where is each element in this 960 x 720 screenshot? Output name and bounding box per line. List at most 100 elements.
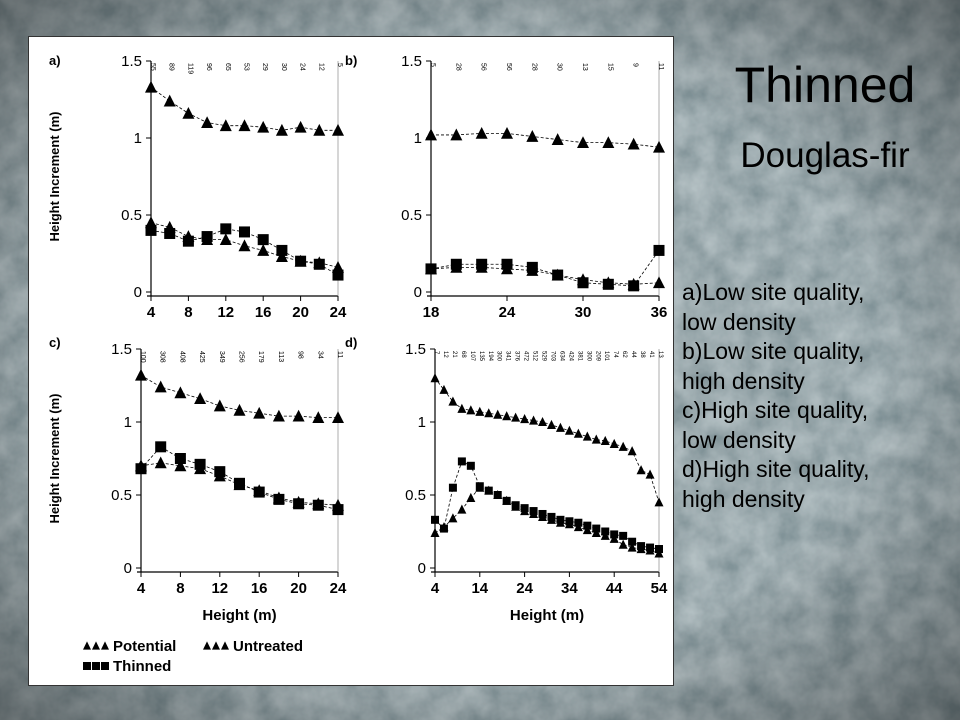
thinned-point [501, 258, 513, 270]
chart-panel: d)00.511.54 14 24 34 44 547 12 21 68 107 135 194 300… [345, 335, 668, 624]
sample-count-label: 12 [317, 63, 324, 71]
thinned-point [637, 542, 646, 551]
potential-point [313, 123, 326, 136]
sample-count-label: 29 [261, 63, 268, 71]
legend-triangle-icon [83, 641, 91, 650]
potential-point [546, 419, 556, 429]
potential-point [233, 403, 246, 416]
thinned-point [602, 278, 614, 290]
sample-count-label: 408 [178, 351, 185, 363]
panel-label: a) [49, 53, 61, 68]
sample-count-label: 34 [316, 351, 323, 359]
thinned-point [577, 277, 589, 289]
potential-point [484, 408, 494, 418]
x-tick-label: 14 [471, 580, 488, 597]
sample-count-label: 634 [558, 351, 564, 362]
legend-triangle-icon [101, 641, 109, 650]
potential-point [253, 406, 266, 419]
y-tick-label: 1 [134, 130, 142, 147]
series-line [431, 132, 660, 148]
thinned-point [273, 493, 285, 505]
y-tick-label: 1.5 [405, 341, 426, 358]
thinned-point [574, 518, 583, 527]
untreated-point [174, 459, 187, 472]
sample-count-label: 308 [159, 351, 166, 363]
thinned-point [182, 235, 194, 247]
sample-count-label: 135 [478, 351, 484, 362]
chart-legend: Potential Untreated Thinned [83, 638, 303, 675]
panel-label: d) [345, 335, 357, 350]
y-tick-label: 0.5 [111, 487, 132, 504]
potential-point [582, 431, 592, 441]
untreated-point [154, 456, 167, 469]
thinned-point [201, 231, 213, 243]
y-tick-label: 0.5 [121, 207, 142, 224]
sample-count-label: 381 [576, 351, 582, 362]
potential-point [135, 368, 147, 381]
sample-count-label: 62 [621, 351, 627, 358]
potential-point [520, 414, 530, 424]
thinned-point [214, 466, 226, 478]
thinned-point [431, 515, 439, 524]
potential-point [332, 123, 344, 136]
thinned-point [484, 486, 493, 495]
sample-count-label: 56 [505, 63, 512, 71]
x-tick-label: 8 [176, 580, 184, 597]
x-tick-label: 34 [561, 580, 578, 597]
potential-point [201, 116, 214, 128]
potential-point [294, 120, 307, 133]
thinned-point [313, 258, 325, 270]
potential-point [577, 136, 589, 149]
potential-point [257, 120, 270, 133]
thinned-point [293, 498, 305, 510]
sample-count-label: 194 [487, 351, 493, 362]
potential-point [627, 446, 637, 456]
caption-line: high density [682, 367, 805, 394]
potential-point [600, 435, 610, 446]
thinned-point [332, 504, 344, 516]
potential-point [163, 94, 176, 107]
y-tick-label: 0.5 [401, 207, 422, 224]
sample-count-label: 512 [532, 351, 538, 362]
potential-point [493, 409, 503, 419]
untreated-point [238, 239, 251, 252]
sample-count-label: 65 [224, 63, 231, 71]
thinned-point [502, 496, 511, 505]
potential-point [219, 119, 232, 132]
legend-triangle-icon [221, 641, 229, 650]
potential-point [591, 434, 601, 444]
panel-label: b) [345, 53, 357, 68]
potential-point [439, 384, 449, 394]
series-line [430, 266, 660, 285]
potential-point [609, 438, 619, 448]
untreated-point [457, 504, 467, 514]
sample-count-label: 55 [149, 63, 156, 71]
y-tick-label: 1.5 [401, 53, 422, 70]
thinned-point [332, 269, 344, 281]
thinned-point [295, 255, 307, 267]
sample-count-label: 341 [505, 351, 511, 362]
sample-count-label: 98 [297, 351, 304, 359]
series-line [430, 250, 660, 287]
potential-point [145, 80, 157, 93]
potential-point [538, 416, 548, 427]
untreated-point [466, 492, 476, 502]
thinned-point [526, 261, 538, 273]
thinned-point [448, 483, 457, 492]
thinned-point [257, 234, 269, 246]
thinned-point [610, 530, 619, 539]
thinned-point [164, 227, 176, 239]
untreated-point [448, 513, 458, 523]
potential-point [602, 136, 615, 149]
potential-point [502, 411, 512, 421]
potential-point [238, 119, 251, 132]
sample-count-label: 703 [549, 351, 555, 362]
y-tick-label: 0.5 [405, 487, 426, 504]
thinned-point [552, 269, 564, 281]
legend-label: Potential [113, 638, 176, 655]
sample-count-label: 44 [630, 351, 636, 358]
thinned-point [239, 226, 250, 238]
sample-count-label: 38 [639, 351, 645, 358]
slide-subtitle: Douglas-fir [740, 136, 910, 175]
